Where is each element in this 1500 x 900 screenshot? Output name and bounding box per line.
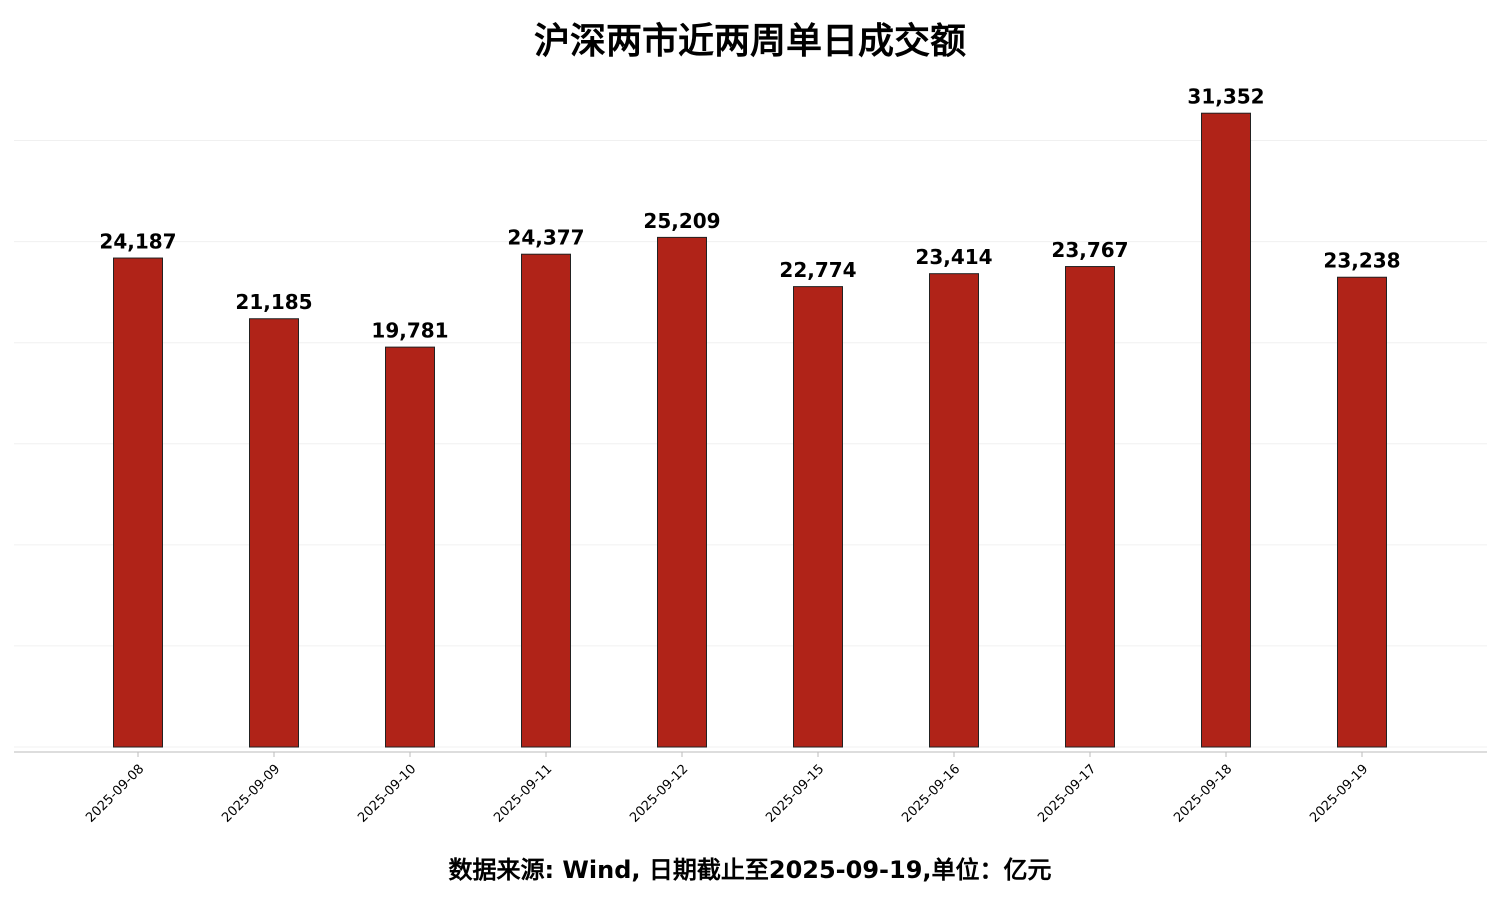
x-tick-label: 2025-09-09 bbox=[219, 762, 283, 826]
value-label: 24,187 bbox=[99, 230, 176, 254]
x-tick-label: 2025-09-15 bbox=[763, 762, 827, 826]
value-label: 22,774 bbox=[779, 258, 856, 282]
caption: 数据来源: Wind, 日期截止至2025-09-19,单位：亿元 bbox=[448, 856, 1051, 884]
bar bbox=[113, 257, 163, 748]
x-tick-label: 2025-09-19 bbox=[1307, 762, 1371, 826]
value-label: 19,781 bbox=[371, 319, 448, 343]
value-label: 23,238 bbox=[1323, 249, 1400, 273]
value-label: 25,209 bbox=[643, 209, 720, 233]
bar bbox=[1201, 112, 1251, 748]
x-tick-label: 2025-09-16 bbox=[899, 762, 963, 826]
bar bbox=[1337, 276, 1387, 748]
value-label: 23,414 bbox=[915, 245, 992, 269]
bar bbox=[793, 286, 843, 748]
x-tick-label: 2025-09-08 bbox=[83, 762, 147, 826]
bar bbox=[385, 346, 435, 748]
value-label: 24,377 bbox=[507, 226, 584, 250]
x-tick-label: 2025-09-12 bbox=[627, 762, 691, 826]
chart-title: 沪深两市近两周单日成交额 bbox=[534, 20, 966, 62]
value-label: 31,352 bbox=[1187, 85, 1264, 109]
bar bbox=[249, 318, 299, 748]
x-tick-label: 2025-09-17 bbox=[1035, 762, 1099, 826]
x-tick-label: 2025-09-11 bbox=[491, 762, 555, 826]
value-label: 21,185 bbox=[235, 290, 312, 314]
bar bbox=[521, 253, 571, 748]
x-tick-label: 2025-09-18 bbox=[1171, 762, 1235, 826]
bar bbox=[1065, 266, 1115, 748]
bar bbox=[657, 236, 707, 748]
bar bbox=[929, 273, 979, 748]
value-label: 23,767 bbox=[1051, 238, 1128, 262]
x-tick-label: 2025-09-10 bbox=[355, 762, 419, 826]
